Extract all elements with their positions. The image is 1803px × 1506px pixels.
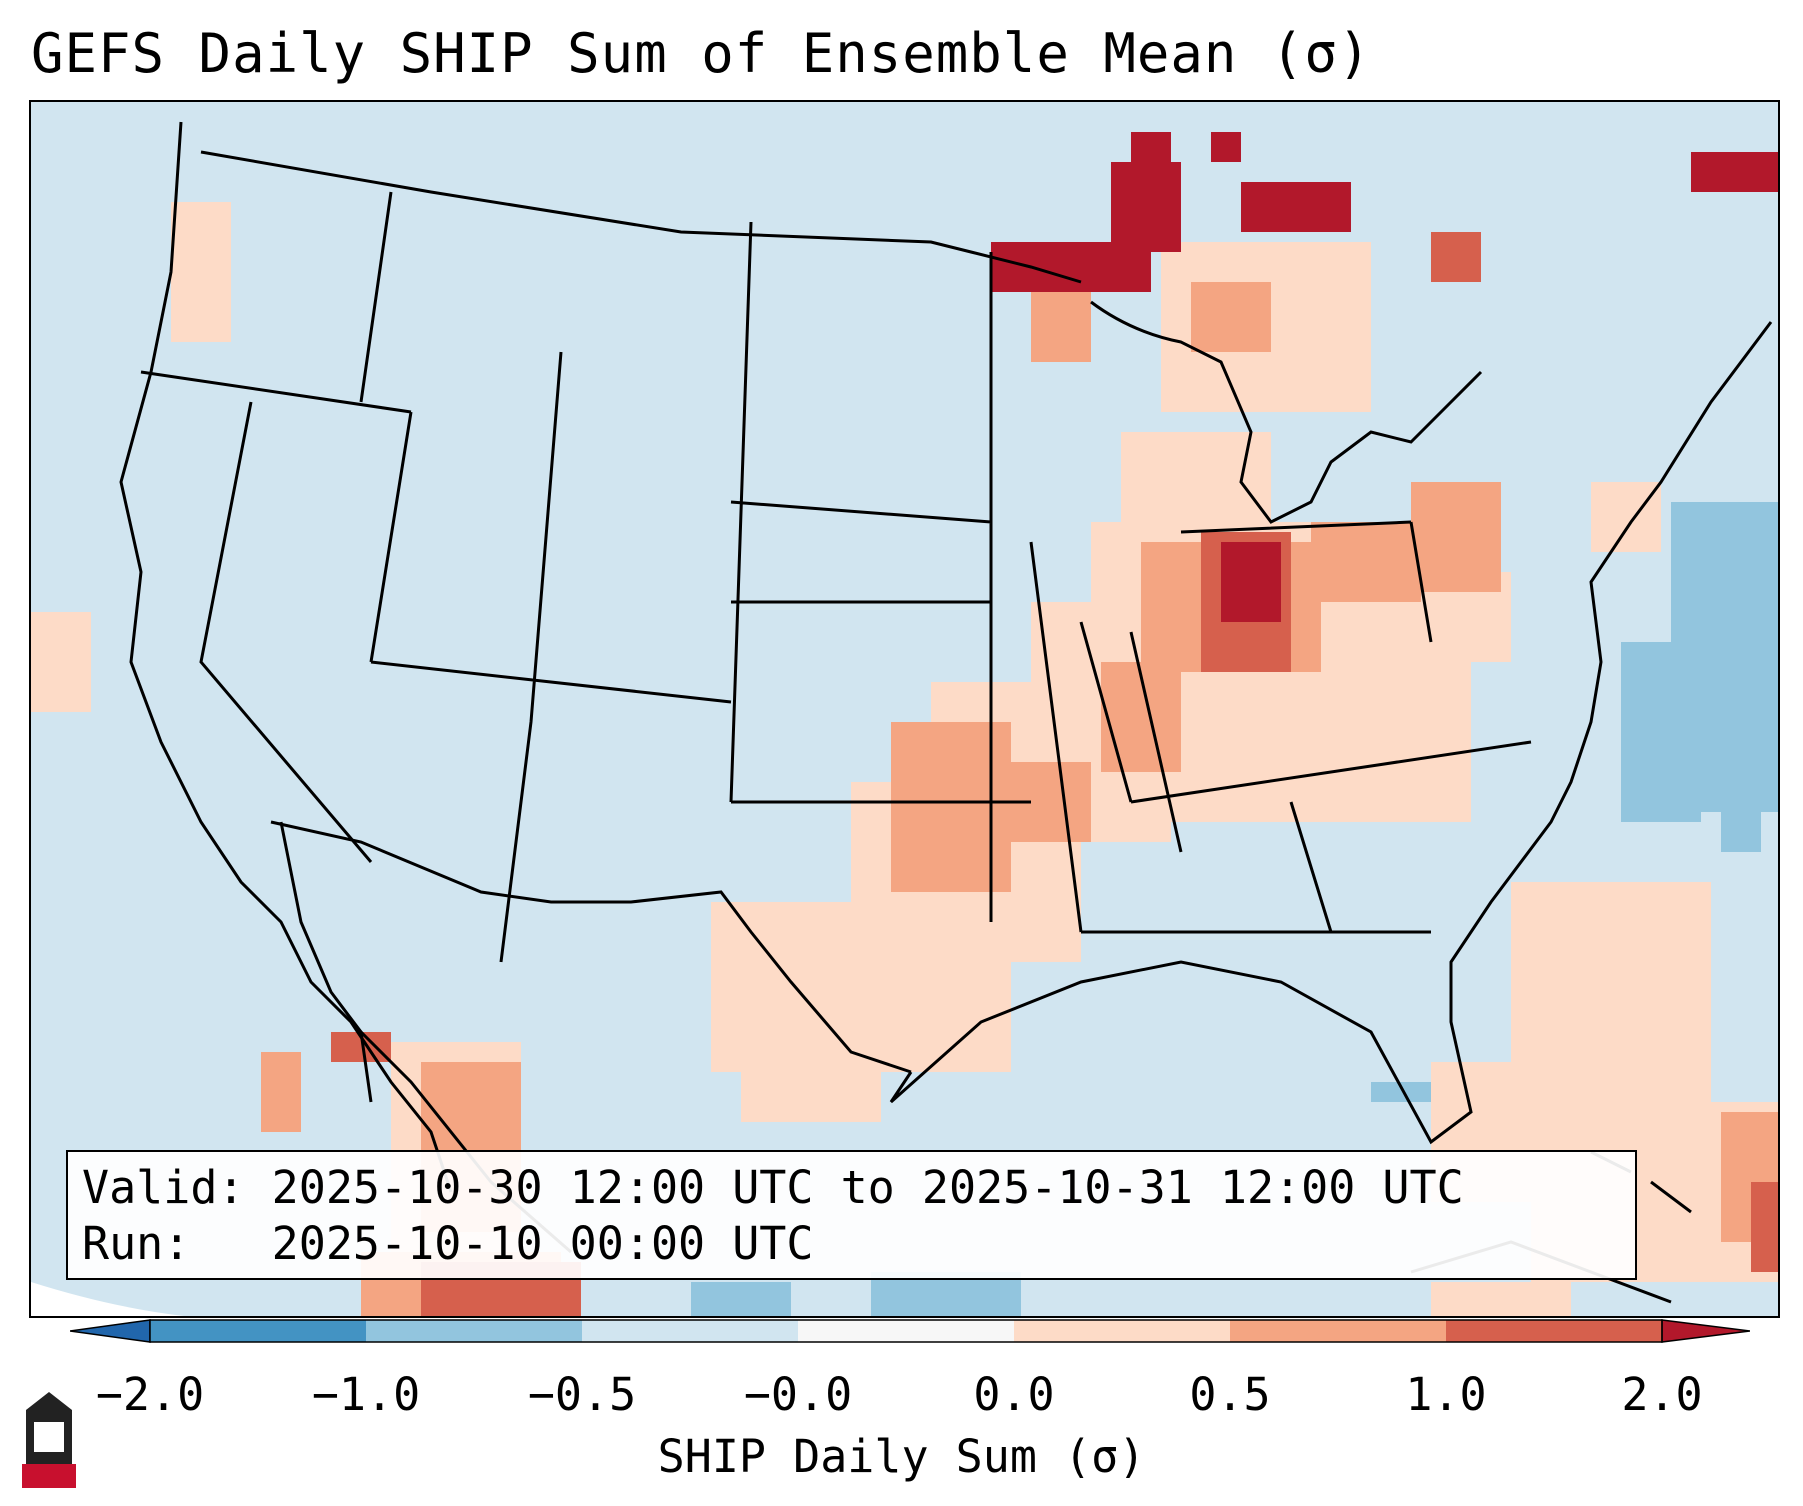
colorbar-bin (1230, 1320, 1446, 1342)
anomaly-cell (741, 1002, 881, 1122)
anomaly-cell (1431, 232, 1481, 282)
anomaly-cell (1111, 162, 1181, 252)
gulf-coast-line (889, 321, 1773, 1145)
us-mexico-border (270, 820, 912, 1074)
anomaly-cell (261, 1052, 301, 1132)
colorbar-extend-low (70, 1319, 151, 1343)
anomaly-cell (1431, 1282, 1571, 1316)
colorbar-tick-label: 1.0 (1405, 1368, 1487, 1421)
anomaly-cell (1031, 282, 1091, 362)
colorbar-bin (366, 1320, 582, 1342)
valid-time-line: Valid: 2025-10-30 12:00 UTC to 2025-10-3… (82, 1161, 1464, 1214)
anomaly-cell (1591, 482, 1661, 552)
anomaly-cell (1121, 432, 1271, 522)
run-time-line: Run: 2025-10-10 00:00 UTC (82, 1217, 814, 1270)
anomaly-cell (1191, 282, 1271, 352)
map-title: GEFS Daily SHIP Sum of Ensemble Mean (σ) (31, 22, 1372, 85)
anomaly-cell (1721, 792, 1761, 852)
great-lakes-outline (1090, 300, 1483, 524)
colorbar-bin (582, 1320, 798, 1342)
anomaly-cell (1751, 1182, 1778, 1272)
colorbar-bin (1446, 1320, 1662, 1342)
anomaly-cell (171, 202, 231, 342)
logo-roof (26, 1392, 72, 1410)
anomaly-cell (1621, 642, 1701, 822)
anomaly-cell (691, 1282, 791, 1316)
state-lines (140, 191, 1532, 963)
anomaly-cell (1221, 542, 1281, 622)
colorbar-bin (1014, 1320, 1230, 1342)
logo-banner (22, 1464, 76, 1488)
anomaly-cell (1241, 182, 1351, 232)
colorbar-tick-label: −1.0 (311, 1368, 421, 1421)
anomaly-cell (1371, 1082, 1431, 1102)
colorbar-bin (798, 1320, 1014, 1342)
anomaly-cell (1311, 522, 1421, 602)
colorbar-tick-label: 2.0 (1621, 1368, 1703, 1421)
colorbar-tick-label: −0.0 (743, 1368, 853, 1421)
colorbar-outline (149, 1319, 1663, 1343)
anomaly-cell (1211, 132, 1241, 162)
anomaly-cell (1411, 482, 1501, 592)
colorbar-label: SHIP Daily Sum (σ) (657, 1430, 1146, 1483)
anomaly-cell (1691, 152, 1778, 192)
colorbar-tick-label: 0.5 (1189, 1368, 1271, 1421)
colorbar-bin (150, 1320, 366, 1342)
baja-line (279, 821, 373, 1103)
canada-us-border (200, 150, 1082, 284)
logo-window (34, 1422, 64, 1452)
boundaries-layer (119, 121, 1773, 1254)
map-panel (29, 100, 1780, 1318)
colorbar (70, 1319, 1750, 1343)
niu-logo (22, 1392, 76, 1488)
colorbar-extend-high (1661, 1319, 1750, 1343)
colorbar-tick-label: 0.0 (973, 1368, 1055, 1421)
valid-run-info-box: Valid: 2025-10-30 12:00 UTC to 2025-10-3… (66, 1150, 1637, 1280)
anomaly-cell (31, 612, 91, 712)
map-canvas (31, 121, 1778, 1316)
projection-edge (31, 1282, 185, 1316)
anomaly-extreme-layer (991, 132, 1778, 622)
anomaly-cell (1131, 132, 1171, 172)
colorbar-tick-label: −2.0 (95, 1368, 205, 1421)
west-coast-line (119, 121, 453, 1193)
colorbar-tick-label: −0.5 (527, 1368, 637, 1421)
